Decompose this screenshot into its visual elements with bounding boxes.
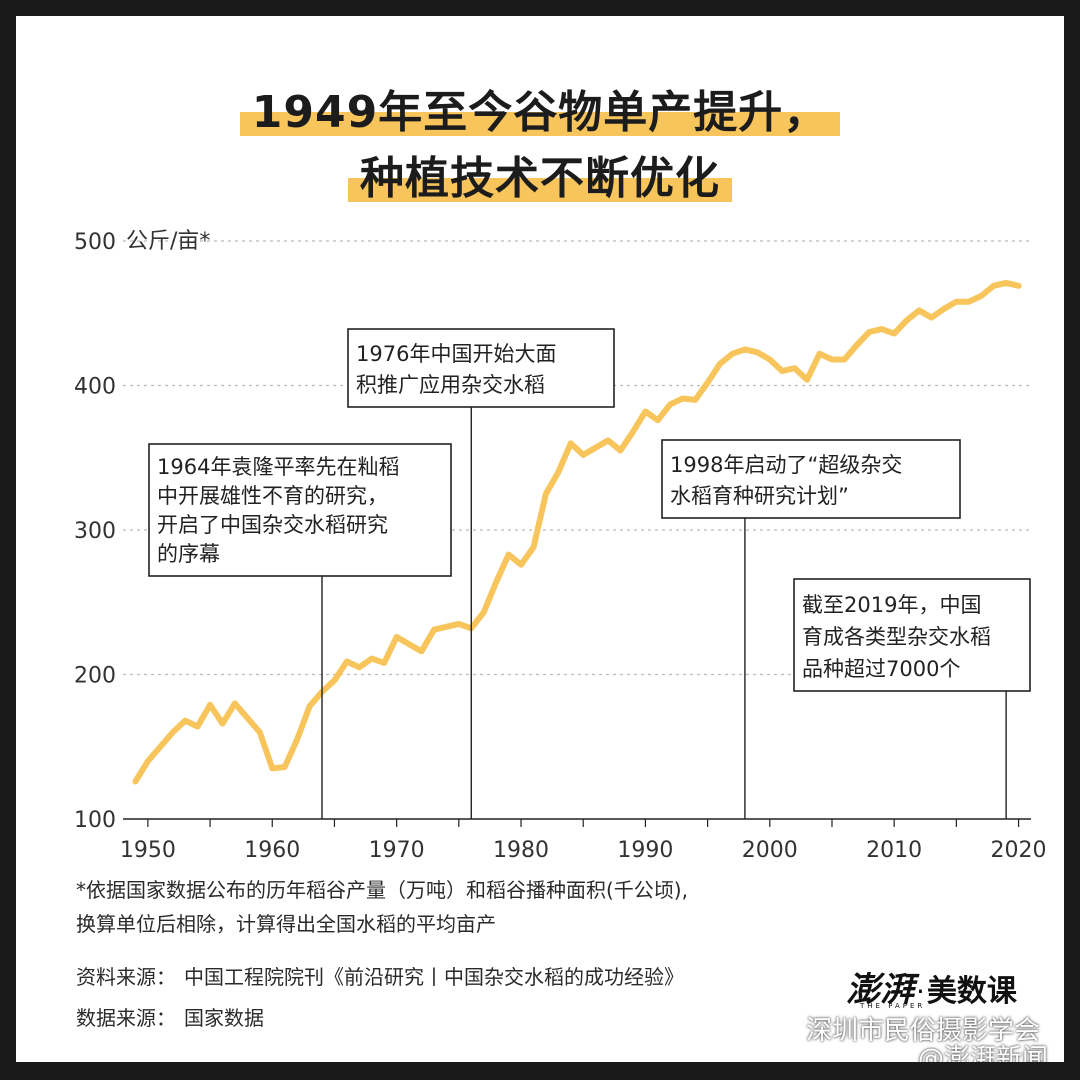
source-label: 资料来源： <box>76 965 176 989</box>
annotation-box <box>148 443 452 577</box>
source-line-1: 资料来源： 中国工程院院刊《前沿研究丨中国杂交水稻的成功经验》 <box>76 961 684 990</box>
line-chart: 1950 1960 1970 1980 1990 2000 2010 2020 100 200 3… <box>74 229 1047 863</box>
x-tick-label: 1990 <box>617 838 673 863</box>
annotation-text: 积推广应用杂交水稻 <box>356 373 545 397</box>
footnote-line-2: 换算单位后相除，计算得出全国水稻的平均亩产 <box>76 912 496 936</box>
x-axis: 1950 1960 1970 1980 1990 2000 2010 2020 <box>120 818 1047 863</box>
logo-dot: · <box>916 975 925 1008</box>
logo-tiny: THE PAPER <box>860 1002 926 1010</box>
annotation-text: 品种超过7000个 <box>802 657 960 681</box>
annotation-text: 水稻育种研究计划” <box>670 484 849 508</box>
x-tick-label: 2000 <box>742 838 798 863</box>
annotation-box <box>793 578 1031 692</box>
source-line-2: 数据来源： 国家数据 <box>76 1002 264 1031</box>
annotation-text: 育成各类型杂交水稻 <box>802 625 991 649</box>
annotation-box <box>661 439 961 519</box>
logo: 澎湃·美数课 THE PAPER <box>846 962 1017 1011</box>
data-source-value: 国家数据 <box>184 1006 264 1030</box>
x-tick-label: 1970 <box>369 838 425 863</box>
x-tick-label: 1980 <box>493 838 549 863</box>
x-tick-label: 1960 <box>244 838 300 863</box>
title-line-2: 种植技术不断优化 <box>16 152 1064 206</box>
footnote-line-1: *依据国家数据公布的历年稻谷产量（万吨）和稻谷播种面积(千公顷), <box>76 878 688 902</box>
x-tick-label: 2010 <box>866 838 922 863</box>
source-value: 中国工程院院刊《前沿研究丨中国杂交水稻的成功经验》 <box>184 965 684 989</box>
title-line-1: 1949年至今谷物单产提升， <box>16 86 1064 140</box>
annotation-box <box>347 328 615 408</box>
y-tick-label: 200 <box>74 664 116 689</box>
series-line <box>132 279 1022 785</box>
x-tick-label: 2020 <box>991 838 1047 863</box>
annotation-text: 中开展雄性不育的研究， <box>157 484 388 508</box>
infographic: 1949年至今谷物单产提升， 种植技术不断优化 1950 1960 1970 1980… <box>16 16 1064 1062</box>
watermark-paper: @澎湃新闻 <box>918 1044 1049 1062</box>
y-tick-label: 100 <box>74 808 116 833</box>
y-tick-label: 400 <box>74 375 116 400</box>
annotation-text: 的序幕 <box>157 542 220 566</box>
x-tick-label: 1950 <box>120 838 176 863</box>
y-axis: 100 200 300 400 500 <box>74 230 116 833</box>
logo-sub: 美数课 <box>926 974 1017 1009</box>
annotation-text: 截至2019年，中国 <box>802 593 981 617</box>
annotation-text: 1964年袁隆平率先在籼稻 <box>157 455 399 479</box>
y-tick-label: 500 <box>74 230 116 255</box>
logo-brand: 澎湃 <box>846 970 914 1010</box>
annotation-text: 1976年中国开始大面 <box>356 342 556 366</box>
y-unit-label: 公斤/亩* <box>126 229 210 254</box>
watermark-society: 深圳市民俗摄影学会 <box>806 1016 1041 1046</box>
annotation-text: 开启了中国杂交水稻研究 <box>157 513 388 537</box>
data-source-label: 数据来源： <box>76 1006 176 1030</box>
y-tick-label: 300 <box>74 519 116 544</box>
annotation-text: 1998年启动了“超级杂交 <box>670 453 902 477</box>
